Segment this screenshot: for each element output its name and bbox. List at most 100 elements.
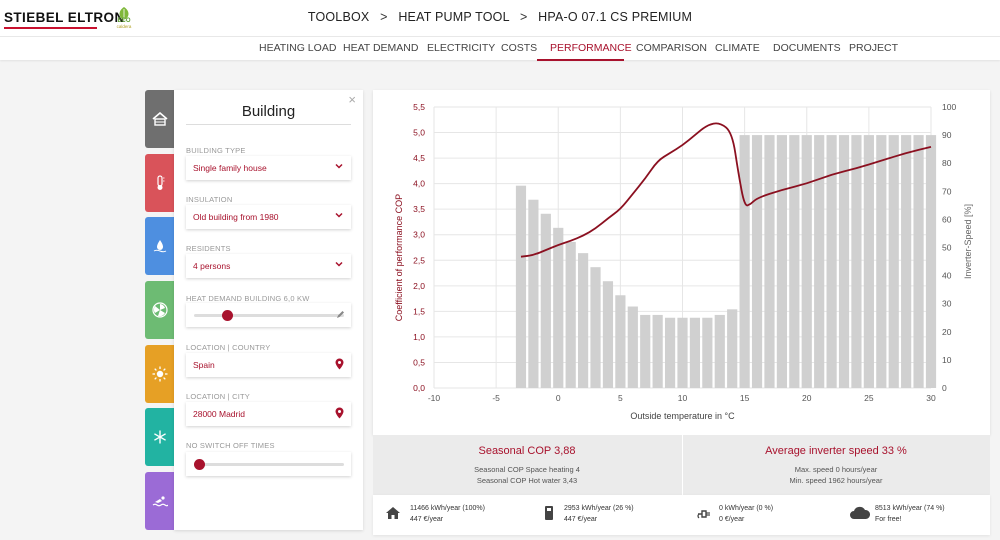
nav-project[interactable]: PROJECT bbox=[849, 42, 899, 54]
x-tick-label: 10 bbox=[678, 393, 688, 403]
slider-handle[interactable] bbox=[221, 310, 233, 321]
residents-select[interactable]: 4 persons bbox=[186, 254, 351, 278]
x-tick-label: -10 bbox=[428, 393, 441, 403]
inverter-speed-bar bbox=[714, 314, 725, 388]
tab-solar[interactable] bbox=[145, 345, 174, 403]
pencil-icon[interactable] bbox=[336, 310, 345, 319]
inverter-speed-bar bbox=[851, 135, 862, 388]
plug-icon bbox=[697, 510, 710, 519]
inverter-speed-bar bbox=[702, 317, 713, 388]
inverter-speed-bar bbox=[888, 135, 899, 388]
brand-logo[interactable]: STIEBEL ELTRON bbox=[4, 10, 125, 25]
y-left-tick-label: 5,5 bbox=[413, 102, 425, 112]
min-speed-hours: Min. speed 1962 hours/year bbox=[789, 476, 883, 485]
x-tick-label: 25 bbox=[864, 393, 874, 403]
heat-pump-icon bbox=[545, 506, 553, 520]
inverter-speed-bar bbox=[590, 267, 601, 388]
main-nav: HEATING LOAD HEAT DEMAND ELECTRICITY COS… bbox=[0, 36, 1000, 61]
y-right-tick-label: 50 bbox=[942, 243, 952, 253]
nav-climate[interactable]: CLIMATE bbox=[715, 42, 760, 54]
insulation-select[interactable]: Old building from 1980 bbox=[186, 205, 351, 229]
inverter-speed-bar bbox=[801, 135, 812, 388]
country-label: LOCATION | COUNTRY bbox=[186, 343, 271, 352]
inverter-speed-bar bbox=[764, 135, 775, 388]
nav-heat-demand[interactable]: HEAT DEMAND bbox=[343, 42, 419, 54]
nav-comparison[interactable]: COMPARISON bbox=[636, 42, 707, 54]
y-right-tick-label: 90 bbox=[942, 130, 952, 140]
inverter-speed-bar bbox=[528, 199, 539, 388]
close-icon[interactable]: × bbox=[348, 92, 356, 107]
chevron-down-icon bbox=[335, 261, 343, 267]
eco-label: ECO caldera bbox=[110, 18, 138, 29]
y-right-tick-label: 80 bbox=[942, 158, 952, 168]
stats-divider bbox=[682, 435, 683, 495]
insulation-value: Old building from 1980 bbox=[193, 212, 279, 222]
residents-value: 4 persons bbox=[193, 261, 231, 271]
tab-heating[interactable] bbox=[145, 154, 174, 212]
chart-svg: 0,0 0,5 1,0 1,5 2,0 2,5 3,0 3,5 4,0 4,5 5,0 5,5 0 10 2… bbox=[394, 102, 973, 421]
inverter-speed-bar bbox=[553, 227, 564, 388]
y-left-tick-label: 2,0 bbox=[413, 281, 425, 291]
nav-heating-load[interactable]: HEATING LOAD bbox=[259, 42, 337, 54]
x-tick-label: 20 bbox=[802, 393, 812, 403]
seasonal-cop-space-heating: Seasonal COP Space heating 4 bbox=[474, 465, 580, 474]
x-tick-label: 5 bbox=[618, 393, 623, 403]
y-right-tick-label: 60 bbox=[942, 214, 952, 224]
y-right-tick-label: 10 bbox=[942, 355, 952, 365]
residents-label: RESIDENTS bbox=[186, 244, 231, 253]
inverter-speed-bar bbox=[565, 241, 576, 388]
nav-costs[interactable]: COSTS bbox=[501, 42, 538, 54]
backup-heater-cost: 0 €/year bbox=[719, 516, 745, 523]
y-right-tick-label: 0 bbox=[942, 383, 947, 393]
breadcrumb-heat-pump-tool[interactable]: HEAT PUMP TOOL bbox=[398, 10, 510, 24]
tab-building[interactable] bbox=[145, 90, 174, 148]
inverter-speed-bar bbox=[677, 317, 688, 388]
nav-active-indicator bbox=[537, 59, 624, 61]
tab-cooling[interactable] bbox=[145, 408, 174, 466]
inverter-speed-bar bbox=[776, 135, 787, 388]
inverter-speed-bar bbox=[751, 135, 763, 388]
y-left-tick-label: 2,5 bbox=[413, 255, 425, 265]
building-type-select[interactable]: Single family house bbox=[186, 156, 351, 180]
tab-hot-water[interactable] bbox=[145, 217, 174, 275]
inverter-speed-bar bbox=[727, 309, 738, 388]
chevron-down-icon bbox=[335, 212, 343, 218]
city-value: 28000 Madrid bbox=[193, 409, 245, 419]
building-panel: Building × BUILDING TYPE Single family h… bbox=[174, 90, 363, 530]
heat-pump-cost: 447 €/year bbox=[564, 516, 598, 523]
house-icon bbox=[386, 507, 400, 519]
switch-off-slider[interactable] bbox=[186, 452, 351, 476]
country-value: Spain bbox=[193, 360, 215, 370]
breadcrumb-separator: > bbox=[519, 10, 528, 24]
swimmer-icon bbox=[145, 472, 174, 530]
y-left-axis-title: Coefficient of performance COP bbox=[394, 194, 404, 321]
app-header: STIEBEL ELTRON ECO caldera TOOLBOX > HEA… bbox=[0, 0, 1000, 61]
x-tick-label: -5 bbox=[492, 393, 500, 403]
nav-performance[interactable]: PERFORMANCE bbox=[550, 42, 632, 54]
inverter-speed-bar bbox=[615, 295, 626, 388]
tab-ventilation[interactable] bbox=[145, 281, 174, 339]
slider-handle[interactable] bbox=[194, 459, 205, 470]
breadcrumb-product: HPA-O 07.1 CS PREMIUM bbox=[538, 10, 693, 24]
inverter-speed-bar bbox=[515, 185, 527, 388]
y-right-tick-label: 30 bbox=[942, 299, 952, 309]
inverter-speed-bar bbox=[689, 317, 701, 388]
seasonal-cop-hot-water: Seasonal COP Hot water 3,43 bbox=[476, 476, 578, 485]
y-left-tick-label: 0,5 bbox=[413, 357, 425, 367]
breadcrumb-toolbox[interactable]: TOOLBOX bbox=[307, 10, 370, 24]
y-left-tick-label: 4,0 bbox=[413, 179, 425, 189]
heat-demand-slider[interactable] bbox=[186, 303, 351, 327]
nav-electricity[interactable]: ELECTRICITY bbox=[427, 42, 496, 54]
backup-heater-energy: 0 kWh/year (0 %) bbox=[719, 505, 774, 512]
location-pin-icon bbox=[335, 407, 344, 419]
inverter-speed-bar bbox=[838, 135, 850, 388]
country-field[interactable]: Spain bbox=[186, 353, 351, 377]
tab-pool[interactable] bbox=[145, 472, 174, 530]
total-demand-cost: 447 €/year bbox=[410, 516, 444, 523]
y-right-tick-label: 70 bbox=[942, 186, 952, 196]
y-left-tick-label: 1,0 bbox=[413, 332, 425, 342]
y-left-tick-label: 3,0 bbox=[413, 230, 425, 240]
city-field[interactable]: 28000 Madrid bbox=[186, 402, 351, 426]
y-right-axis-title: Inverter-Speed [%] bbox=[963, 204, 973, 279]
nav-documents[interactable]: DOCUMENTS bbox=[773, 42, 841, 54]
